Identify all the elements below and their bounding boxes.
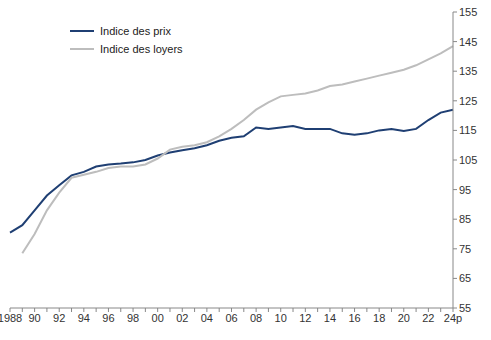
svg-text:65: 65 xyxy=(459,272,471,284)
svg-text:16: 16 xyxy=(348,312,360,324)
svg-text:92: 92 xyxy=(53,312,65,324)
html-text:Indice des loyers: Indice des loyers xyxy=(100,43,183,55)
svg-text:96: 96 xyxy=(102,312,114,324)
svg-text:24p: 24p xyxy=(443,311,463,324)
svg-text:135: 135 xyxy=(459,65,477,77)
svg-text:55: 55 xyxy=(459,302,471,314)
svg-text:22: 22 xyxy=(422,312,434,324)
svg-text:94: 94 xyxy=(78,312,90,324)
svg-text:12: 12 xyxy=(299,312,311,324)
svg-text:155: 155 xyxy=(459,6,477,18)
svg-text:95: 95 xyxy=(459,184,471,196)
svg-text:18: 18 xyxy=(373,312,385,324)
svg-text:125: 125 xyxy=(459,95,477,107)
svg-text:98: 98 xyxy=(127,312,139,324)
svg-text:02: 02 xyxy=(176,312,188,324)
svg-text:20: 20 xyxy=(398,312,410,324)
svg-text:06: 06 xyxy=(225,312,237,324)
svg-text:1988: 1988 xyxy=(8,312,22,324)
svg-text:105: 105 xyxy=(459,154,477,166)
svg-text:10: 10 xyxy=(275,312,287,324)
svg-text:85: 85 xyxy=(459,213,471,225)
svg-text:14: 14 xyxy=(324,312,336,324)
svg-text:145: 145 xyxy=(459,36,477,48)
svg-text:04: 04 xyxy=(201,312,213,324)
svg-text:75: 75 xyxy=(459,243,471,255)
svg-text:08: 08 xyxy=(250,312,262,324)
html-text:Indice des prix: Indice des prix xyxy=(100,25,171,37)
svg-text:115: 115 xyxy=(459,124,477,136)
svg-text:90: 90 xyxy=(28,312,40,324)
svg-text:00: 00 xyxy=(152,312,164,324)
